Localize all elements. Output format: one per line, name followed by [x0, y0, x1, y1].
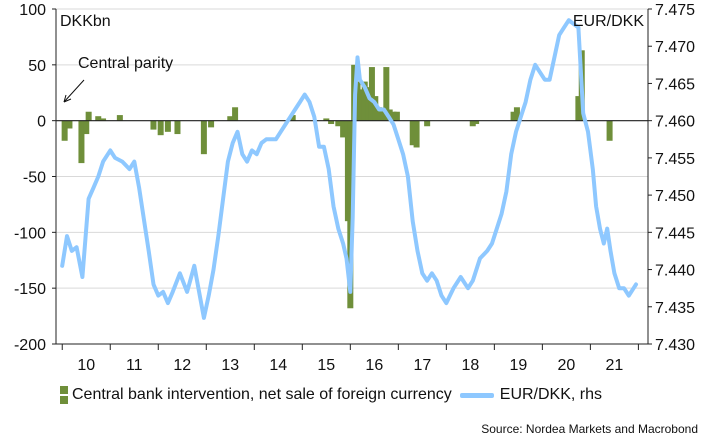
right-tick-label: 7.430: [655, 337, 695, 354]
x-tick-label: 20: [557, 357, 575, 374]
intervention-bar: [575, 96, 582, 121]
intervention-bar: [83, 120, 90, 135]
x-tick-label: 14: [269, 357, 287, 374]
left-tick-label: 100: [19, 2, 46, 19]
intervention-bar: [513, 107, 520, 121]
intervention-bar: [78, 120, 85, 164]
source-note: Source: Nordea Markets and Macrobond: [481, 422, 698, 436]
legend-bars-label: Central bank intervention, net sale of f…: [72, 386, 452, 403]
eurdkk-series-line: [60, 18, 638, 320]
central-parity-annotation: Central parity: [78, 55, 173, 72]
legend-line-label: EUR/DKK, rhs: [499, 386, 603, 403]
x-tick-label: 13: [221, 357, 239, 374]
right-tick-label: 7.465: [655, 76, 695, 93]
intervention-bar: [200, 120, 207, 155]
right-axis-unit: EUR/DKK: [573, 13, 644, 30]
x-axis-tick-labels: 10 11 12 13 14 15 16 17 18 19 20 21: [61, 344, 639, 374]
x-tick-label: 12: [173, 357, 191, 374]
intervention-bar: [95, 116, 102, 121]
right-tick-label: 7.445: [655, 225, 695, 242]
intervention-bar: [328, 120, 335, 125]
intervention-bar: [473, 120, 480, 125]
intervention-bar: [150, 120, 157, 130]
intervention-bar: [469, 120, 476, 127]
right-tick-label: 7.440: [655, 263, 695, 280]
intervention-bar: [340, 120, 347, 138]
intervention-bar: [85, 111, 92, 121]
left-tick-label: 50: [28, 58, 46, 75]
right-tick-label: 7.475: [655, 2, 695, 19]
intervention-bar: [357, 89, 364, 121]
intervention-bar: [354, 81, 361, 121]
right-tick-label: 7.460: [655, 114, 695, 131]
x-tick-label: 16: [365, 357, 383, 374]
intervention-bar: [227, 116, 234, 121]
intervention-bar: [393, 111, 400, 121]
x-tick-label: 15: [317, 357, 335, 374]
intervention-bar: [208, 120, 215, 128]
intervention-bar: [606, 120, 613, 141]
legend: Central bank intervention, net sale of f…: [60, 386, 602, 404]
left-tick-label: 0: [37, 114, 46, 131]
intervention-bar: [383, 67, 390, 121]
intervention-bar: [409, 120, 416, 146]
intervention-bar: [368, 67, 375, 121]
intervention-bar: [379, 109, 386, 121]
x-tick-label: 11: [126, 357, 143, 374]
intervention-bar: [365, 87, 372, 121]
x-tick-label: 17: [413, 357, 431, 374]
x-tick-label: 10: [77, 357, 95, 374]
intervention-bar: [424, 120, 431, 127]
intervention-bar: [323, 118, 330, 121]
right-tick-label: 7.450: [655, 188, 695, 205]
intervention-bar: [347, 120, 354, 309]
x-tick-label: 18: [461, 357, 479, 374]
intervention-bar: [510, 111, 517, 121]
intervention-bar: [413, 120, 420, 148]
intervention-bar: [61, 120, 68, 141]
right-tick-label: 7.470: [655, 39, 695, 56]
x-tick-label: 19: [509, 357, 527, 374]
intervention-bar: [232, 107, 239, 121]
annotation-arrow: [63, 79, 85, 103]
intervention-bar: [361, 81, 368, 121]
intervention-bar: [66, 120, 73, 129]
left-tick-label: -100: [14, 225, 46, 242]
left-axis-tick-labels: 100 50 0 -50 -100 -150 -200: [14, 2, 56, 354]
right-axis-tick-labels: 7.475 7.470 7.465 7.460 7.455 7.450 7.445 7.440…: [648, 2, 695, 354]
left-tick-label: -200: [14, 337, 46, 354]
intervention-bar: [157, 120, 164, 136]
left-axis-unit: DKKbn: [60, 13, 111, 30]
intervention-bar: [372, 96, 379, 121]
left-tick-label: -150: [14, 281, 46, 298]
intervention-bar: [289, 115, 296, 121]
intervention-bar: [390, 111, 397, 121]
intervention-bar: [164, 120, 171, 132]
intervention-bar: [376, 107, 383, 121]
intervention-bar: [100, 118, 107, 121]
legend-bar-swatch: [60, 386, 68, 404]
legend-line-swatch: [459, 392, 494, 398]
right-tick-label: 7.435: [655, 300, 695, 317]
intervention-bar: [335, 120, 342, 127]
intervention-bar: [174, 120, 181, 135]
right-tick-label: 7.455: [655, 151, 695, 168]
left-tick-label: -50: [23, 170, 46, 187]
intervention-bar: [116, 115, 123, 121]
x-tick-label: 21: [605, 357, 623, 374]
